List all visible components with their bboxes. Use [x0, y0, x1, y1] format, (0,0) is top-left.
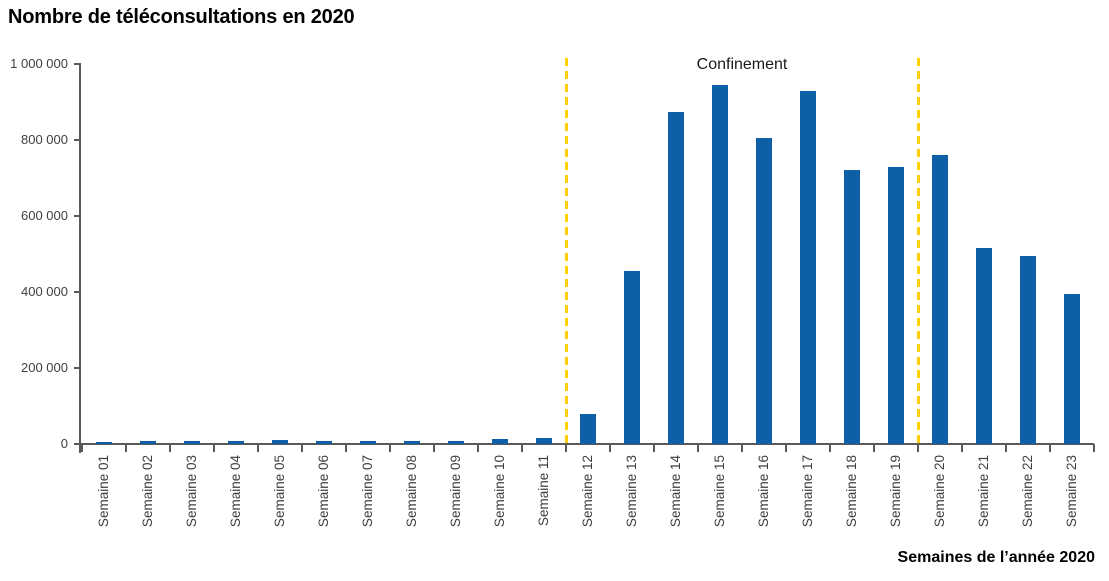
bar-5	[272, 440, 288, 444]
bar-6	[316, 440, 332, 444]
x-tick-label: Semaine 04	[228, 455, 243, 528]
x-tick	[1093, 444, 1095, 452]
bar-8	[404, 440, 420, 444]
x-tick	[345, 444, 347, 452]
y-axis-line	[79, 64, 81, 453]
bar-18	[844, 170, 860, 444]
x-tick	[873, 444, 875, 452]
y-tick-label: 600 000	[21, 208, 68, 223]
x-tick-label: Semaine 15	[712, 455, 727, 528]
bar-13	[624, 271, 640, 444]
y-tick	[74, 367, 81, 369]
bar-21	[976, 248, 992, 444]
x-tick-label: Semaine 02	[140, 455, 155, 528]
x-axis-line	[78, 443, 1094, 445]
y-tick-label: 0	[60, 436, 68, 451]
x-tick-label: Semaine 10	[492, 455, 507, 528]
bar-22	[1020, 255, 1036, 444]
y-tick	[74, 291, 81, 293]
bar-2	[140, 440, 156, 444]
x-tick-label: Semaine 06	[316, 455, 331, 528]
x-tick-label: Semaine 16	[756, 455, 771, 528]
x-tick-label: Semaine 12	[580, 455, 595, 528]
y-tick	[74, 443, 81, 445]
x-tick	[81, 444, 83, 452]
x-tick	[477, 444, 479, 452]
x-tick-label: Semaine 11	[536, 455, 551, 527]
bar-4	[228, 440, 244, 444]
bar-23	[1064, 293, 1080, 444]
x-tick-label: Semaine 13	[624, 455, 639, 528]
x-tick	[653, 444, 655, 452]
bar-3	[184, 440, 200, 444]
x-tick	[785, 444, 787, 452]
bar-7	[360, 440, 376, 444]
bar-16	[756, 138, 772, 444]
x-tick	[829, 444, 831, 452]
y-tick	[74, 139, 81, 141]
bar-19	[888, 166, 904, 444]
x-tick-label: Semaine 07	[360, 455, 375, 528]
x-tick	[257, 444, 259, 452]
y-tick-label: 800 000	[21, 132, 68, 147]
chart-title: Nombre de téléconsultations en 2020	[8, 6, 355, 28]
x-tick-label: Semaine 23	[1064, 455, 1079, 528]
bar-1	[96, 442, 112, 444]
x-tick	[917, 444, 919, 452]
bar-17	[800, 90, 816, 444]
confinement-annotation-label: Confinement	[696, 56, 788, 73]
y-tick	[74, 215, 81, 217]
bar-9	[448, 440, 464, 444]
x-tick-label: Semaine 09	[448, 455, 463, 528]
x-tick	[1049, 444, 1051, 452]
x-tick-label: Semaine 19	[888, 455, 903, 528]
x-tick-label: Semaine 18	[844, 455, 859, 528]
confinement-line-start	[564, 58, 568, 444]
y-tick-label: 1 000 000	[10, 56, 68, 71]
x-tick	[389, 444, 391, 452]
y-tick-label: 400 000	[21, 284, 68, 299]
bar-20	[932, 155, 948, 444]
x-tick-label: Semaine 03	[184, 455, 199, 528]
x-tick	[565, 444, 567, 452]
x-tick-label: Semaine 05	[272, 455, 287, 528]
x-tick	[697, 444, 699, 452]
x-tick-label: Semaine 14	[668, 455, 683, 528]
x-tick	[125, 444, 127, 452]
bar-12	[580, 413, 596, 444]
x-tick-label: Semaine 01	[96, 455, 111, 528]
bar-15	[712, 84, 728, 444]
x-tick-label: Semaine 20	[932, 455, 947, 528]
x-tick-label: Semaine 17	[800, 455, 815, 528]
confinement-line-end	[916, 58, 920, 444]
x-tick	[301, 444, 303, 452]
y-tick	[74, 63, 81, 65]
bar-10	[492, 439, 508, 444]
bar-14	[668, 111, 684, 444]
x-tick	[433, 444, 435, 452]
x-axis-title: Semaines de l’année 2020	[897, 549, 1095, 566]
x-tick	[169, 444, 171, 452]
x-tick	[609, 444, 611, 452]
bar-11	[536, 438, 552, 444]
x-tick	[213, 444, 215, 452]
x-tick-label: Semaine 22	[1020, 455, 1035, 528]
x-tick	[741, 444, 743, 452]
x-tick-label: Semaine 21	[976, 455, 991, 528]
y-tick-label: 200 000	[21, 360, 68, 375]
x-tick	[961, 444, 963, 452]
x-tick	[1005, 444, 1007, 452]
x-tick	[521, 444, 523, 452]
x-tick-label: Semaine 08	[404, 455, 419, 528]
